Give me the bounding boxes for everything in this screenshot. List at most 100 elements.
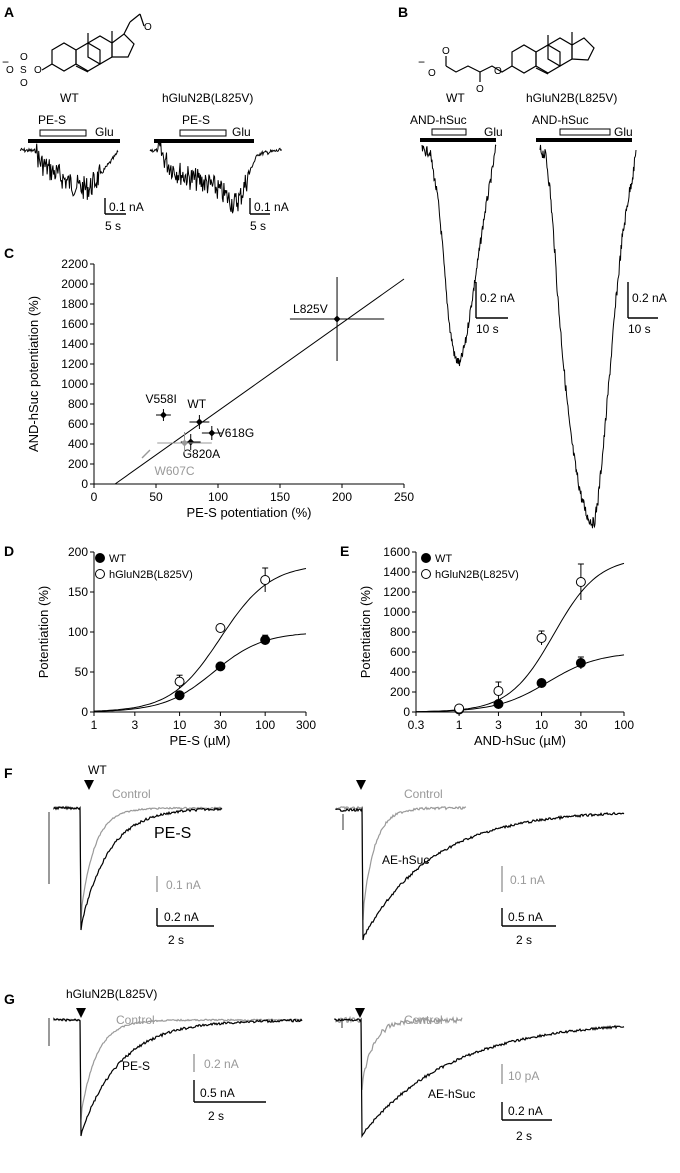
c-point-label: WT <box>187 397 206 411</box>
b-left-title: WT <box>446 91 465 105</box>
f-right-scale-gray: 0.1 nA <box>510 873 545 887</box>
g-left-control-label: Control <box>116 1013 155 1027</box>
d-x-tick-label: 30 <box>214 718 228 732</box>
d-x-tick-label: 300 <box>296 718 316 732</box>
f-left-control-label: Control <box>112 787 151 801</box>
chart-e: 0 200 400 600 800 1000 1200 1400 1600 0.3 1 3 10 30 10… <box>358 545 634 748</box>
panel-label-b: B <box>398 4 408 20</box>
g-right-control-label: Control <box>404 1013 443 1027</box>
g-left-control-trace <box>53 1018 303 1121</box>
g-left-scale-current: 0.5 nA <box>200 1086 235 1100</box>
d-x-tick-label: 3 <box>131 718 138 732</box>
f-left-scale-current: 0.2 nA <box>164 910 199 924</box>
b-left-drug-bar <box>431 128 467 136</box>
d-point-marker <box>174 690 185 701</box>
e-x-tick-label: 3 <box>495 718 502 732</box>
c-x-tick-label: 0 <box>91 490 98 504</box>
b-right-glu-label: Glu <box>614 125 633 139</box>
b-left-scale-time: 10 s <box>476 322 499 336</box>
b-left-glu-bar <box>420 138 496 142</box>
d-x-tick-label: 10 <box>173 718 187 732</box>
chart-d: 0 50 100 150 200 1 3 10 30 100 300 PE-S (µM) Potenti… <box>36 545 316 748</box>
d-point-marker <box>215 623 226 633</box>
d-y-tick-label: 50 <box>75 665 89 679</box>
a-left-scale-current: 0.1 nA <box>109 200 144 214</box>
panel-label-d: D <box>4 543 14 559</box>
e-fit-curve <box>415 562 625 713</box>
f-right-drug-label: AE-hSuc <box>382 853 429 867</box>
c-x-tick-label: 100 <box>208 490 228 504</box>
f-left-stimulus-arrow-icon <box>84 780 94 790</box>
structure-charge-minus: − <box>418 55 425 69</box>
a-left-glu-label: Glu <box>95 125 114 139</box>
c-x-tick-label: 50 <box>149 490 163 504</box>
c-point-label: V618G <box>217 426 254 440</box>
c-point-label: W607C <box>155 464 195 478</box>
f-right-scale-time: 2 s <box>516 933 532 947</box>
g-left-scale-time: 2 s <box>208 1109 224 1123</box>
e-x-axis-label: AND-hSuc (µM) <box>474 733 566 748</box>
e-y-tick-label: 200 <box>390 685 410 699</box>
c-y-tick-label: 600 <box>68 417 88 431</box>
g-right-scale-gray: 10 pA <box>508 1069 539 1083</box>
g-left-drug-trace <box>53 1017 303 1137</box>
b-left-drug-label: AND-hSuc <box>410 113 467 127</box>
g-right-drug-label: AE-hSuc <box>428 1087 475 1101</box>
b-right-current-trace <box>539 144 637 529</box>
e-y-tick-label: 400 <box>390 665 410 679</box>
e-x-tick-label: 30 <box>574 718 588 732</box>
e-y-tick-label: 1400 <box>383 565 410 579</box>
c-y-tick-label: 2200 <box>61 257 88 271</box>
e-legend-marker <box>421 553 431 563</box>
a-right-glu-bar <box>154 139 254 143</box>
structure-atom-s: S <box>20 65 27 76</box>
a-right-scale-time: 5 s <box>250 219 266 233</box>
e-y-tick-label: 600 <box>390 645 410 659</box>
g-right-drug-trace <box>334 1017 625 1139</box>
g-right-stimulus-arrow-icon <box>355 1008 365 1018</box>
d-fit-curve <box>93 568 307 712</box>
a-right-glu-label: Glu <box>232 125 251 139</box>
c-w607c-arrow-icon <box>141 449 151 459</box>
panel-label-e: E <box>340 543 349 559</box>
e-y-tick-label: 0 <box>403 705 410 719</box>
e-y-axis-label: Potentiation (%) <box>358 586 373 679</box>
d-x-axis-label: PE-S (µM) <box>170 733 231 748</box>
f-left-scale-time: 2 s <box>168 933 184 947</box>
c-point-marker <box>195 418 203 426</box>
panel-label-a: A <box>4 4 14 20</box>
structure-atom-o: O <box>20 52 28 63</box>
f-right-control-label: Control <box>404 787 443 801</box>
c-fit-line <box>114 278 405 485</box>
d-y-tick-label: 0 <box>81 705 88 719</box>
g-right-control-trace <box>334 1015 463 1091</box>
c-point-marker <box>187 438 195 446</box>
panel-label-f: F <box>4 765 13 781</box>
e-y-tick-label: 1200 <box>383 585 410 599</box>
chemical-structure-pe-s <box>41 13 145 73</box>
panel-label-g: G <box>4 991 15 1007</box>
c-point-marker <box>208 429 216 437</box>
f-right-drug-trace <box>335 806 625 941</box>
c-y-tick-label: 1800 <box>61 297 88 311</box>
chemical-structure-and-hsuc <box>445 32 595 82</box>
e-point-marker <box>536 678 547 688</box>
b-right-drug-bar <box>559 128 611 136</box>
d-point-marker <box>174 676 185 687</box>
c-y-tick-label: 200 <box>68 457 88 471</box>
a-right-scale-current: 0.1 nA <box>254 200 289 214</box>
b-right-scale-time: 10 s <box>628 322 651 336</box>
b-right-title: hGluN2B(L825V) <box>526 91 617 105</box>
a-left-drug-bar <box>39 129 87 137</box>
e-x-tick-label: 10 <box>535 718 549 732</box>
c-y-tick-label: 1200 <box>61 357 88 371</box>
e-y-tick-label: 800 <box>390 625 410 639</box>
d-legend-label: hGluN2B(L825V) <box>109 569 193 581</box>
d-legend-label: WT <box>109 553 126 565</box>
a-left-scale-time: 5 s <box>105 219 121 233</box>
panel-label-c: C <box>4 245 14 261</box>
d-x-tick-label: 100 <box>255 718 275 732</box>
structure-atom-o: O <box>442 46 450 57</box>
